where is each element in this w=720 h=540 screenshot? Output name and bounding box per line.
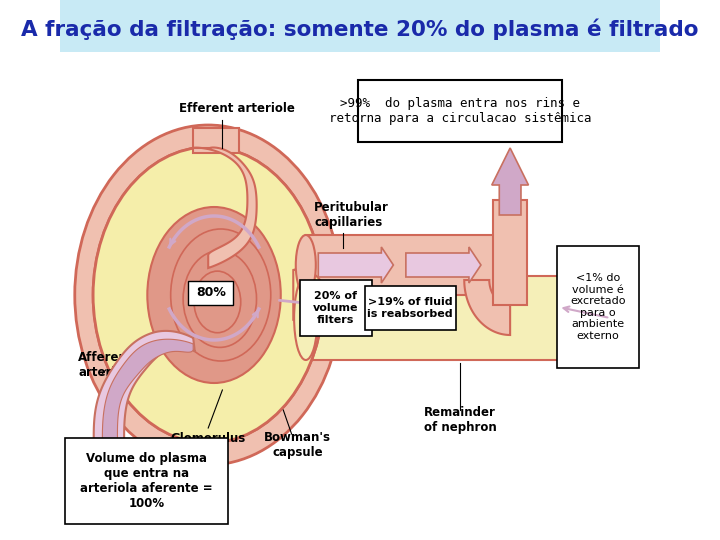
- Ellipse shape: [294, 276, 318, 360]
- FancyBboxPatch shape: [557, 246, 639, 368]
- Text: Remainder
of nephron: Remainder of nephron: [423, 406, 497, 434]
- Polygon shape: [293, 269, 327, 321]
- Polygon shape: [102, 339, 193, 460]
- Text: Afferent
arteriole: Afferent arteriole: [78, 351, 135, 379]
- Text: <1% do
volume é
excretado
para o
ambiente
externo: <1% do volume é excretado para o ambient…: [570, 273, 626, 341]
- FancyBboxPatch shape: [359, 80, 562, 142]
- FancyBboxPatch shape: [188, 281, 233, 305]
- Bar: [306, 235, 514, 295]
- FancyBboxPatch shape: [65, 438, 228, 524]
- Bar: [306, 276, 598, 360]
- Polygon shape: [94, 331, 195, 460]
- Text: Efferent arteriole: Efferent arteriole: [179, 102, 295, 115]
- Polygon shape: [406, 247, 481, 283]
- Text: Peritubular
capillaries: Peritubular capillaries: [314, 201, 389, 229]
- Ellipse shape: [93, 147, 323, 443]
- Bar: [60, 0, 660, 52]
- Bar: [193, 128, 239, 153]
- Polygon shape: [492, 148, 528, 215]
- Text: 20% of
volume
filters: 20% of volume filters: [313, 292, 359, 325]
- Polygon shape: [193, 147, 256, 268]
- FancyBboxPatch shape: [300, 280, 372, 336]
- Polygon shape: [318, 247, 393, 283]
- Text: 80%: 80%: [196, 287, 225, 300]
- Text: >99%  do plasma entra nos rins e
retorna para a circulacao sistêmica: >99% do plasma entra nos rins e retorna …: [329, 97, 591, 125]
- Text: Glomerulus: Glomerulus: [171, 431, 246, 444]
- Text: >19% of fluid
is reabsorbed: >19% of fluid is reabsorbed: [367, 297, 453, 319]
- Ellipse shape: [75, 125, 342, 465]
- Ellipse shape: [93, 147, 323, 443]
- Bar: [493, 200, 527, 305]
- Ellipse shape: [148, 207, 281, 383]
- Text: Volume do plasma
que entra na
arteriola aferente =
100%: Volume do plasma que entra na arteriola …: [80, 452, 213, 510]
- Text: A fração da filtração: somente 20% do plasma é filtrado: A fração da filtração: somente 20% do pl…: [22, 18, 698, 40]
- Ellipse shape: [585, 276, 611, 360]
- Ellipse shape: [296, 235, 316, 295]
- Polygon shape: [464, 280, 510, 335]
- FancyBboxPatch shape: [365, 286, 456, 330]
- Text: Bowman's
capsule: Bowman's capsule: [264, 431, 331, 459]
